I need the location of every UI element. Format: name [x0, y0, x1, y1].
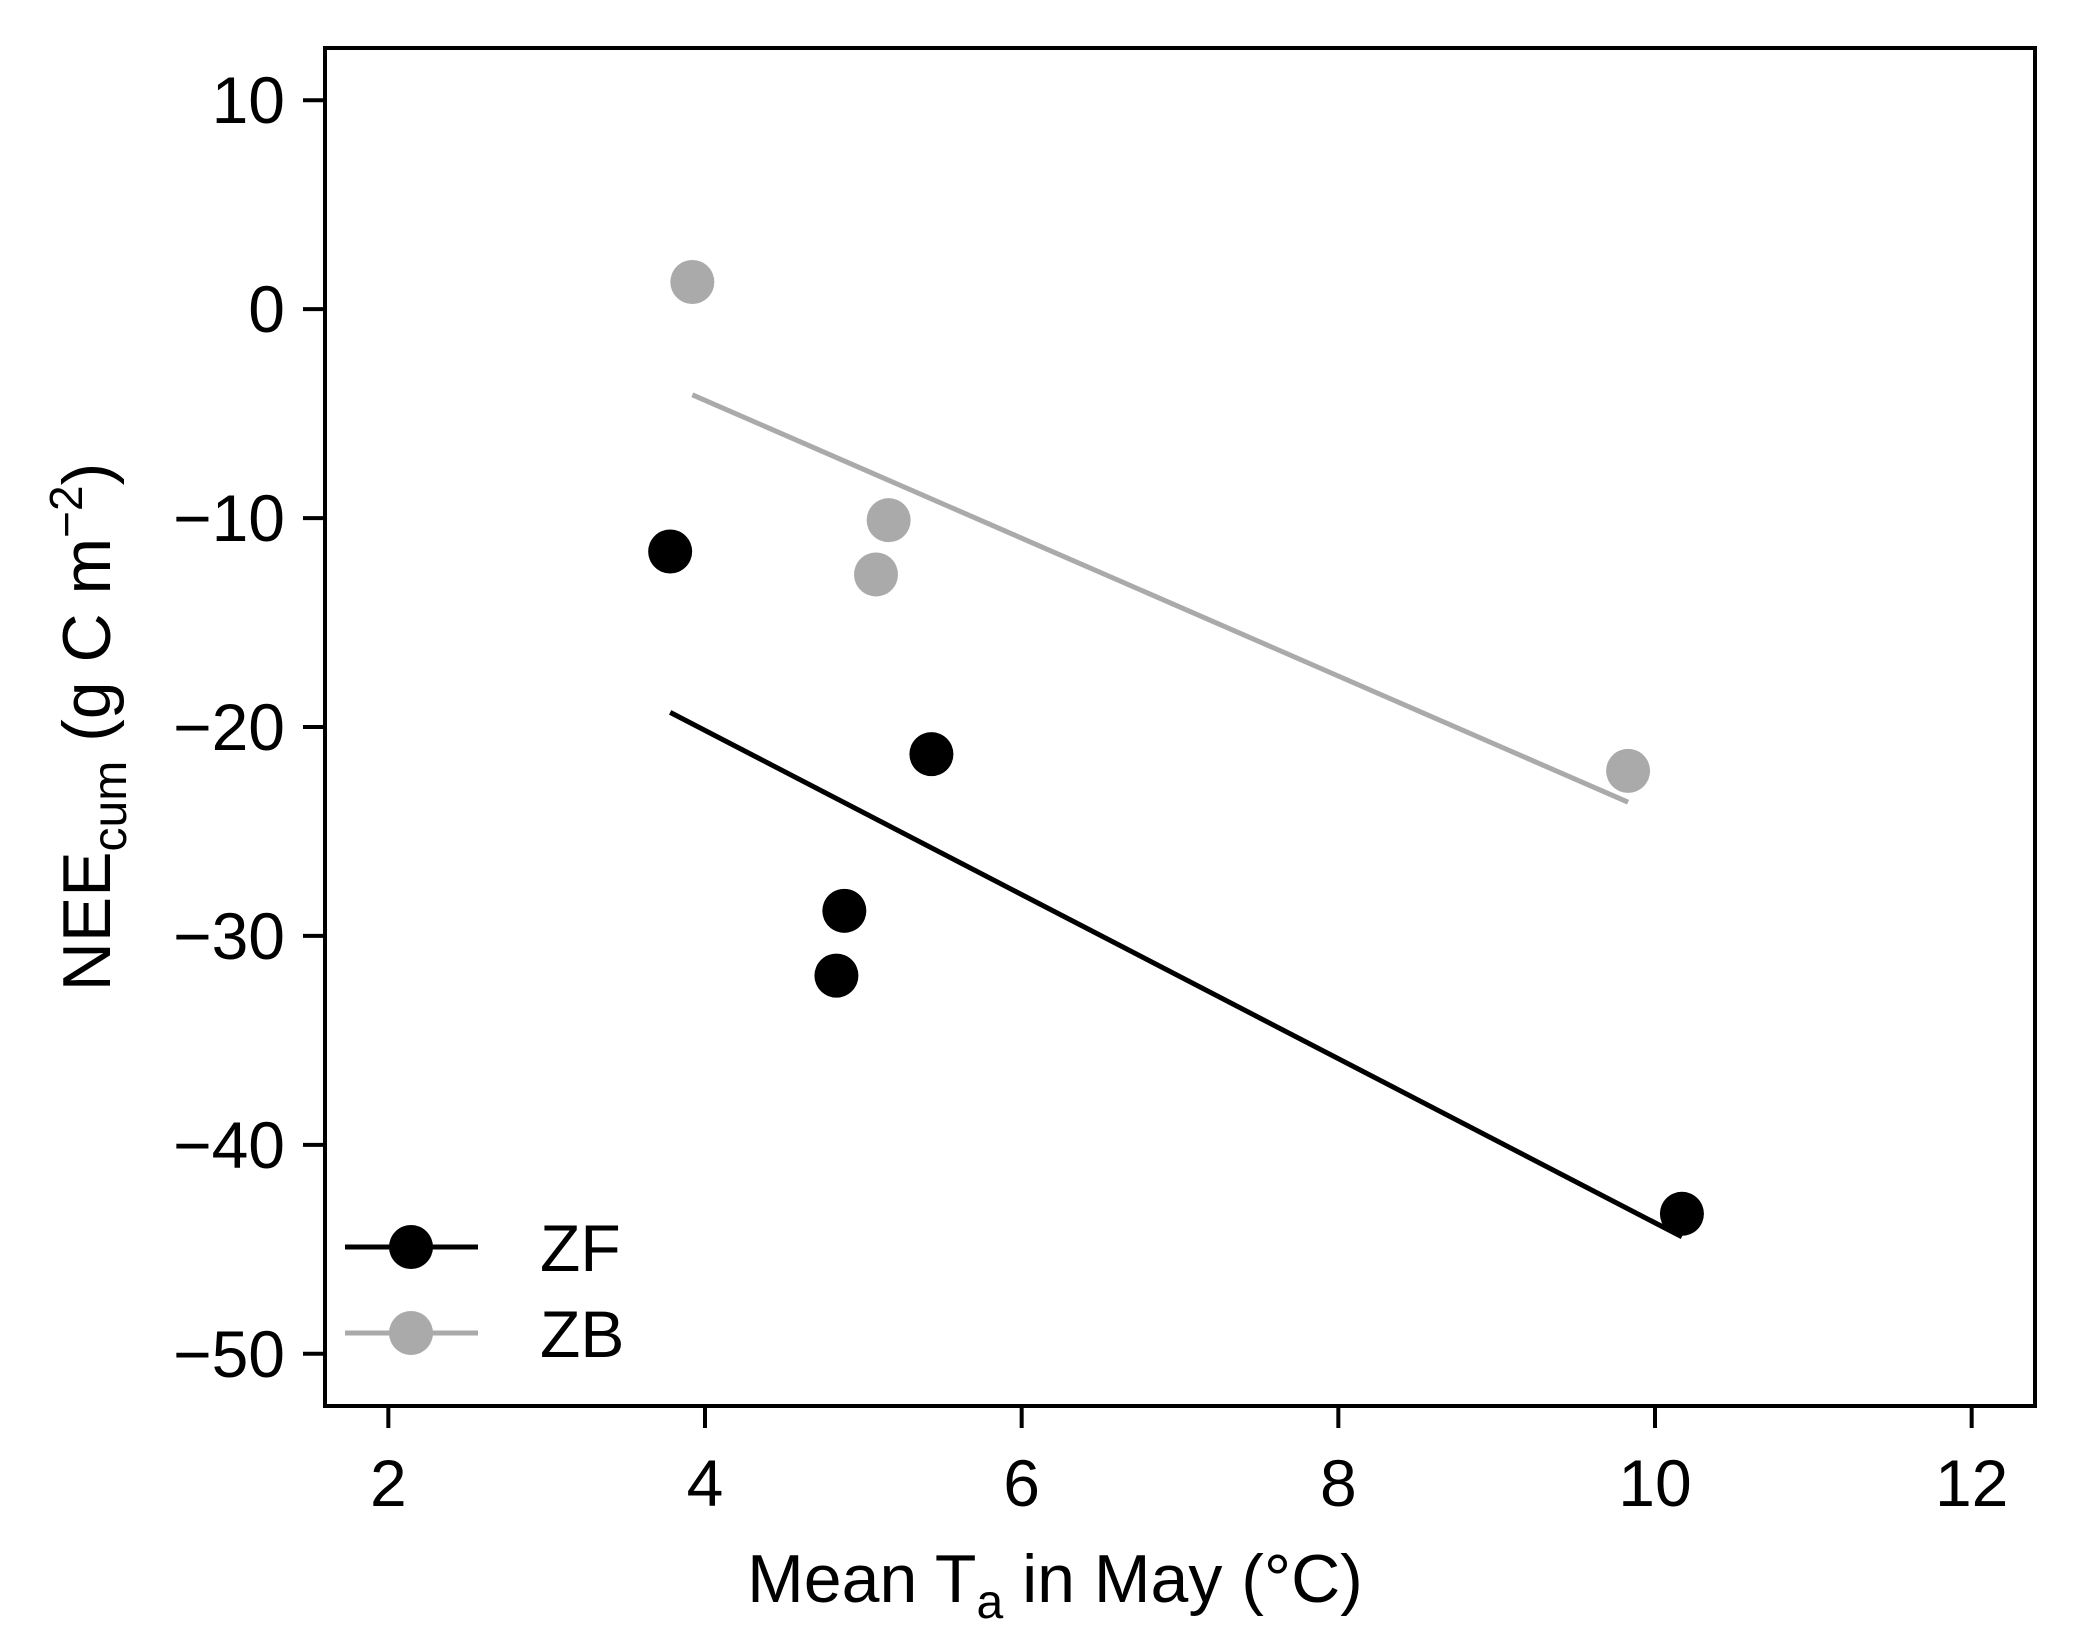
point-zf — [814, 953, 859, 998]
y-tick-label: 10 — [212, 63, 285, 137]
legend: ZF ZB — [345, 1211, 624, 1371]
legend-label-zf: ZF — [540, 1211, 621, 1285]
point-zb — [854, 552, 898, 597]
x-axis: 2 4 6 8 10 12 — [370, 1406, 2008, 1520]
point-zf — [822, 888, 867, 933]
plot-frame — [323, 46, 2037, 1408]
point-zf — [1659, 1191, 1704, 1236]
legend-marker-zf — [389, 1225, 433, 1269]
legend-marker-zb — [389, 1311, 433, 1355]
point-zb — [670, 259, 715, 304]
data-points — [648, 259, 1704, 1236]
legend-label-zb: ZB — [540, 1297, 624, 1371]
x-tick-label: 10 — [1618, 1446, 1691, 1520]
point-zb — [1606, 748, 1651, 793]
point-zb — [866, 498, 911, 543]
x-tick-label: 2 — [370, 1446, 407, 1520]
y-tick-label: 0 — [248, 272, 285, 346]
x-tick-label: 6 — [1003, 1446, 1040, 1520]
x-tick-label: 12 — [1935, 1446, 2008, 1520]
y-tick-label: −50 — [173, 1317, 285, 1391]
y-tick-label: −30 — [173, 899, 285, 973]
fit-line-zb — [691, 392, 1630, 805]
y-tick-label: −20 — [173, 690, 285, 764]
fit-line-zf — [669, 710, 1684, 1239]
y-axis: 10 0 −10 −20 −30 −40 −50 — [173, 63, 325, 1391]
x-axis-label: Mean Ta in May (°C) — [747, 1541, 1363, 1629]
regression-lines — [669, 392, 1684, 1239]
y-tick-label: −40 — [173, 1108, 285, 1182]
y-axis-label: NEEcum (g C m−2) — [40, 463, 137, 992]
x-tick-label: 4 — [687, 1446, 724, 1520]
point-zf — [648, 529, 693, 574]
point-zf — [909, 732, 954, 777]
x-tick-label: 8 — [1320, 1446, 1357, 1520]
y-tick-label: −10 — [173, 481, 285, 555]
